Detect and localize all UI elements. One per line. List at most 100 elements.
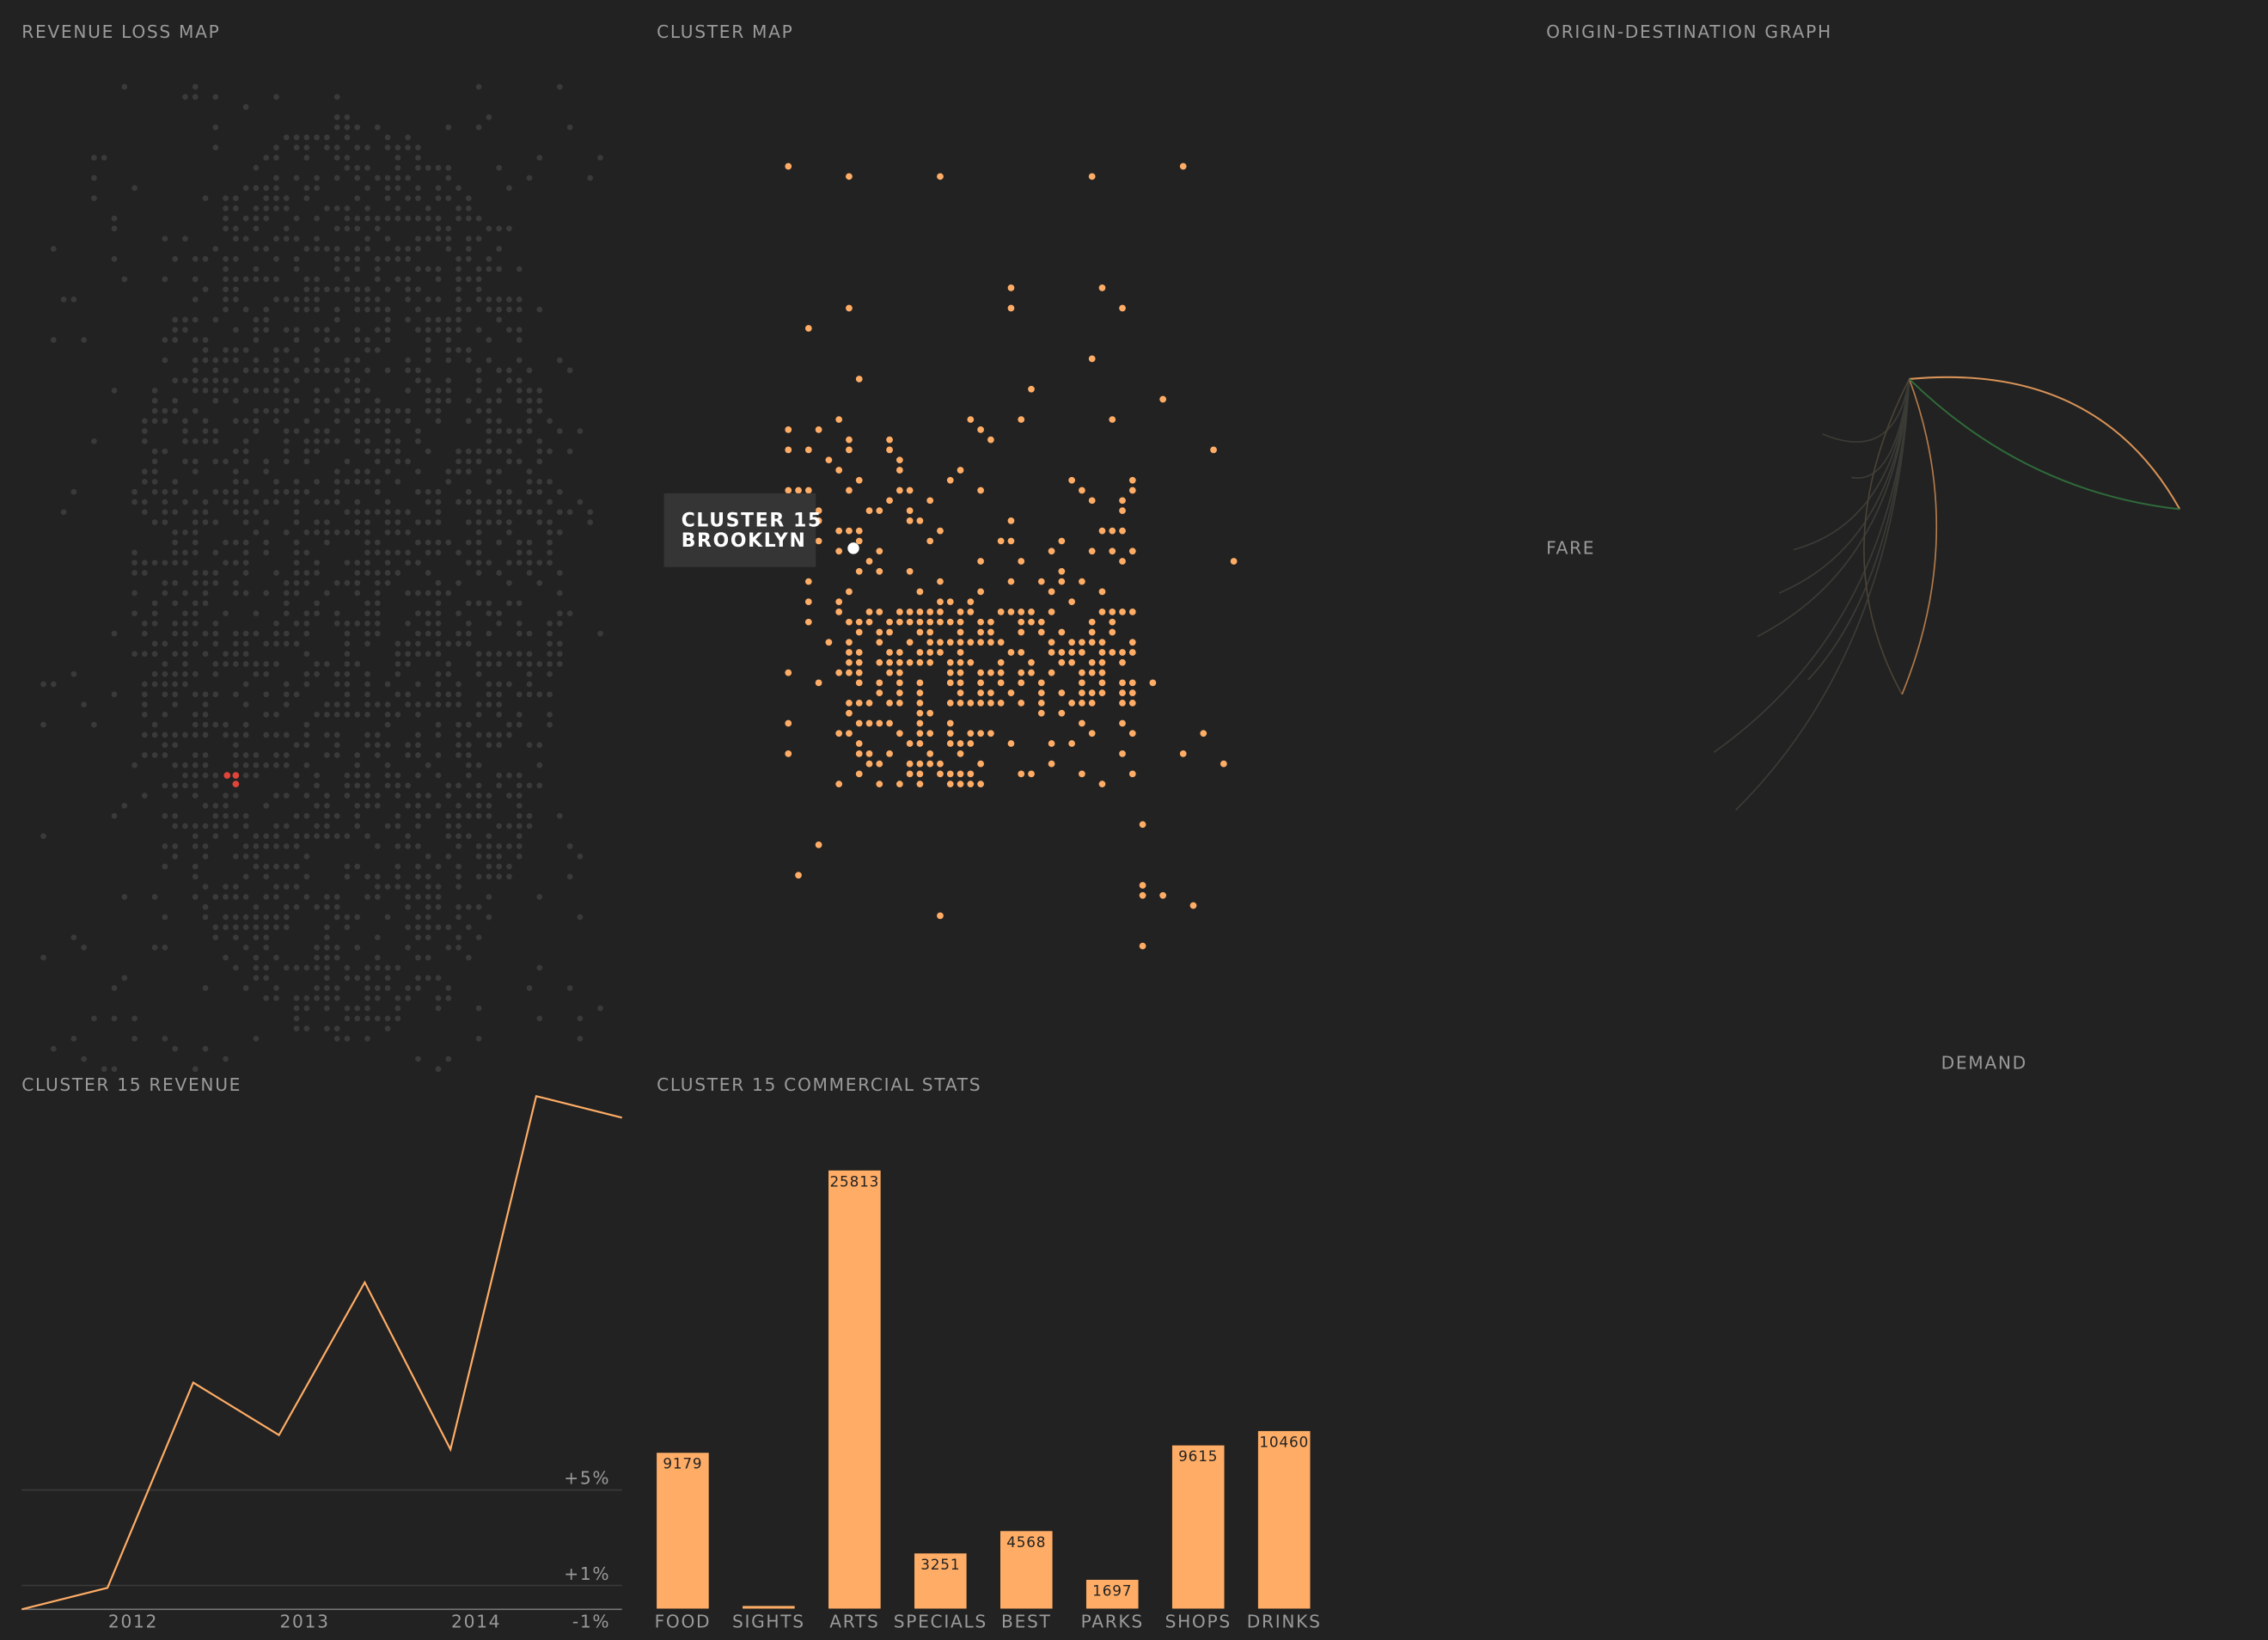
map-dot bbox=[354, 306, 361, 313]
map-dot bbox=[212, 691, 219, 698]
map-dot bbox=[354, 388, 361, 394]
bar bbox=[743, 1606, 795, 1609]
map-dot bbox=[384, 549, 391, 556]
map-dot bbox=[384, 185, 391, 192]
map-dot bbox=[131, 488, 138, 495]
map-dot bbox=[202, 499, 209, 505]
map-dot bbox=[374, 621, 381, 627]
map-dot bbox=[223, 377, 229, 383]
panel-title: CLUSTER MAP bbox=[657, 21, 793, 42]
cluster-dot bbox=[855, 537, 863, 545]
map-dot bbox=[374, 985, 381, 991]
cluster-dot bbox=[957, 609, 964, 615]
map-dot bbox=[435, 549, 442, 556]
map-dot bbox=[253, 964, 260, 971]
map-dot bbox=[263, 327, 270, 334]
map-dot bbox=[263, 873, 270, 880]
cluster-dot bbox=[1058, 649, 1066, 656]
map-dot bbox=[314, 823, 320, 829]
map-dot bbox=[475, 286, 482, 292]
map-dot bbox=[384, 519, 391, 525]
map-dot bbox=[415, 155, 421, 161]
map-dot bbox=[273, 762, 279, 768]
cluster-dot bbox=[1128, 689, 1136, 697]
map-dot bbox=[172, 621, 179, 627]
cluster-dot bbox=[1018, 679, 1025, 687]
map-dot bbox=[182, 236, 188, 242]
map-dot bbox=[486, 863, 492, 870]
map-dot bbox=[536, 388, 543, 394]
map-dot bbox=[455, 863, 462, 870]
map-dot bbox=[273, 823, 279, 829]
cluster-dot bbox=[1149, 679, 1157, 687]
map-dot bbox=[223, 306, 229, 313]
map-dot bbox=[364, 468, 370, 475]
cluster-dot bbox=[1028, 669, 1035, 676]
map-dot bbox=[445, 670, 452, 677]
map-dot bbox=[516, 661, 523, 667]
map-dot bbox=[333, 144, 340, 151]
cluster-dot bbox=[977, 780, 984, 788]
map-dot bbox=[303, 994, 310, 1001]
cluster-dot bbox=[886, 649, 893, 656]
cluster-dot bbox=[967, 730, 975, 737]
map-dot bbox=[486, 337, 492, 343]
map-dot bbox=[465, 205, 472, 211]
cluster-dot bbox=[1007, 578, 1015, 585]
bar bbox=[914, 1553, 967, 1609]
map-dot bbox=[182, 610, 188, 616]
map-dot bbox=[455, 458, 462, 465]
cluster-dot bbox=[946, 740, 954, 747]
map-dot bbox=[486, 691, 492, 698]
map-dot bbox=[415, 286, 421, 292]
map-dot bbox=[506, 579, 512, 586]
map-dot bbox=[314, 357, 320, 364]
map-dot bbox=[354, 823, 361, 829]
map-dot bbox=[192, 579, 199, 586]
map-dot bbox=[202, 255, 209, 262]
map-dot bbox=[506, 448, 512, 455]
map-dot bbox=[151, 479, 158, 485]
map-dot bbox=[172, 731, 179, 738]
map-dot bbox=[111, 812, 118, 819]
cluster-dot bbox=[937, 649, 944, 656]
map-dot bbox=[263, 731, 270, 738]
map-dot bbox=[233, 539, 239, 546]
cluster-dot bbox=[896, 689, 903, 697]
map-dot bbox=[415, 934, 421, 940]
map-dot bbox=[202, 630, 209, 637]
map-dot bbox=[192, 721, 199, 728]
map-dot bbox=[314, 286, 320, 292]
map-dot bbox=[496, 266, 503, 272]
map-dot bbox=[242, 762, 249, 768]
map-dot bbox=[303, 418, 310, 425]
cluster-dot bbox=[1098, 527, 1106, 535]
map-dot bbox=[445, 377, 452, 383]
map-dot bbox=[394, 812, 401, 819]
map-dot bbox=[333, 670, 340, 677]
cluster-dot bbox=[1088, 730, 1096, 737]
map-dot bbox=[364, 670, 370, 677]
map-dot bbox=[333, 225, 340, 232]
map-dot bbox=[60, 297, 67, 303]
map-dot bbox=[162, 863, 168, 870]
map-dot bbox=[253, 954, 260, 961]
map-dot bbox=[364, 519, 370, 525]
map-dot bbox=[202, 600, 209, 607]
map-dot bbox=[566, 610, 573, 616]
map-dot bbox=[242, 388, 249, 394]
map-dot bbox=[526, 468, 533, 475]
map-dot bbox=[425, 316, 431, 323]
map-dot bbox=[486, 661, 492, 667]
map-dot bbox=[364, 985, 370, 991]
map-dot bbox=[486, 843, 492, 849]
map-dot bbox=[182, 458, 188, 465]
map-dot bbox=[486, 833, 492, 840]
map-dot bbox=[405, 752, 412, 758]
map-dot bbox=[425, 630, 431, 637]
map-dot bbox=[496, 164, 503, 171]
map-dot bbox=[445, 782, 452, 789]
map-dot bbox=[202, 914, 209, 921]
map-dot bbox=[354, 812, 361, 819]
map-dot bbox=[253, 407, 260, 414]
